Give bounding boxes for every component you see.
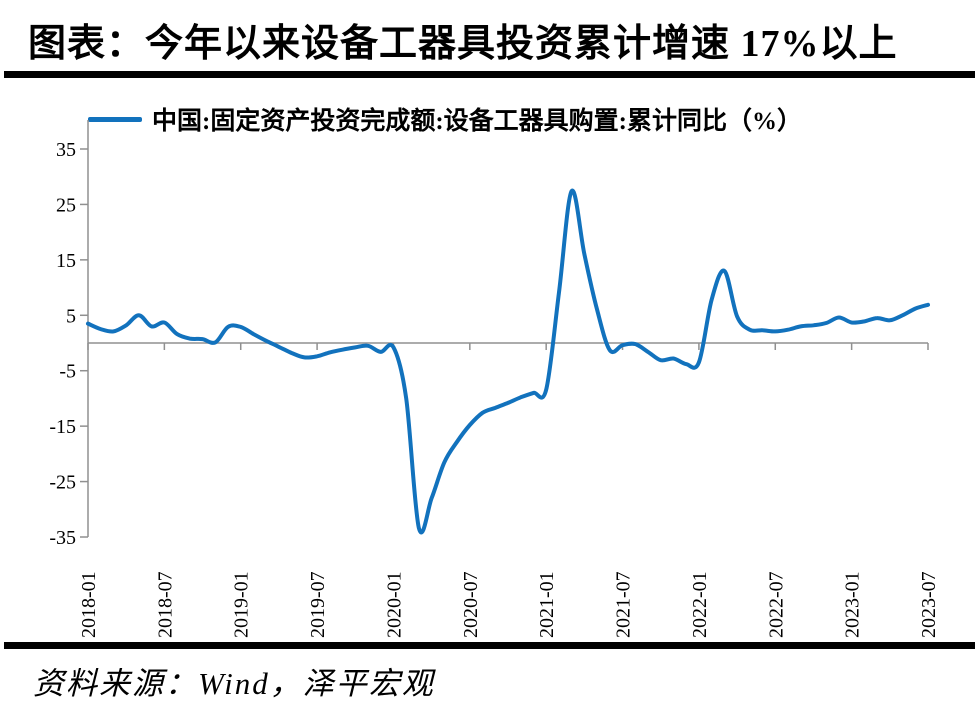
svg-text:-35: -35	[49, 527, 76, 549]
y-axis: 35 25 15 5 -5 -15 -25 -35	[49, 139, 88, 549]
svg-text:25: 25	[56, 194, 76, 216]
legend-series-label: 中国:固定资产投资完成额:设备工器具购置:累计同比（%）	[152, 108, 802, 135]
svg-text:2020-07: 2020-07	[460, 571, 482, 638]
svg-text:2023-07: 2023-07	[918, 571, 940, 638]
svg-text:5: 5	[66, 305, 76, 327]
svg-text:2022-01: 2022-01	[689, 571, 711, 638]
svg-text:2019-01: 2019-01	[231, 571, 253, 638]
x-axis: 2018-01 2018-07 2019-01 2019-07 2020-01 2020-…	[78, 343, 940, 638]
legend-line-swatch	[88, 116, 142, 122]
source-note: 资料来源：Wind，泽平宏观	[33, 666, 435, 701]
svg-text:2020-01: 2020-01	[383, 571, 405, 638]
svg-text:2021-07: 2021-07	[613, 571, 635, 638]
axes	[87, 120, 928, 537]
source-divider	[4, 642, 975, 649]
svg-text:2018-01: 2018-01	[78, 571, 100, 638]
svg-text:2018-07: 2018-07	[154, 571, 176, 638]
figure-title: 图表：今年以来设备工器具投资累计增速 17%以上	[28, 23, 898, 65]
svg-text:2023-01: 2023-01	[842, 571, 864, 638]
data-line	[86, 188, 930, 535]
svg-text:-15: -15	[49, 416, 76, 438]
svg-text:2022-07: 2022-07	[765, 571, 787, 638]
svg-text:2021-01: 2021-01	[536, 571, 558, 638]
svg-text:15: 15	[56, 250, 76, 272]
svg-text:2019-07: 2019-07	[307, 571, 329, 638]
svg-text:35: 35	[56, 139, 76, 161]
svg-text:-5: -5	[59, 361, 76, 383]
svg-text:-25: -25	[49, 472, 76, 494]
title-divider	[4, 71, 975, 78]
chart-legend: 中国:固定资产投资完成额:设备工器具购置:累计同比（%）	[88, 101, 802, 137]
